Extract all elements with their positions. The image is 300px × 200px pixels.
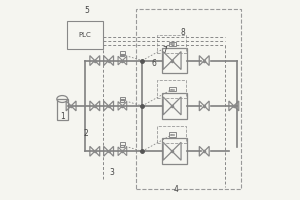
Bar [119,51,125,55]
Bar [120,145,124,147]
Text: 7: 7 [163,46,168,55]
Bar [169,132,175,137]
Text: PLC: PLC [79,32,91,38]
Bar [169,87,175,91]
Bar [157,35,187,53]
Bar [157,126,187,143]
Text: 4: 4 [173,185,178,194]
Text: 8: 8 [181,28,185,37]
Bar [157,80,187,98]
Text: 5: 5 [85,6,89,15]
Bar [162,93,188,119]
Bar [67,21,103,49]
Text: 6: 6 [152,59,157,68]
Bar [57,99,68,120]
Text: 3: 3 [109,168,114,177]
Bar [120,54,124,56]
Bar [119,142,125,145]
Bar [136,9,241,189]
Bar [169,42,175,46]
Bar [162,48,188,73]
Bar [120,99,124,102]
Bar [162,138,188,164]
Text: 2: 2 [83,129,88,138]
Text: 1: 1 [60,112,64,121]
Bar [119,97,125,100]
